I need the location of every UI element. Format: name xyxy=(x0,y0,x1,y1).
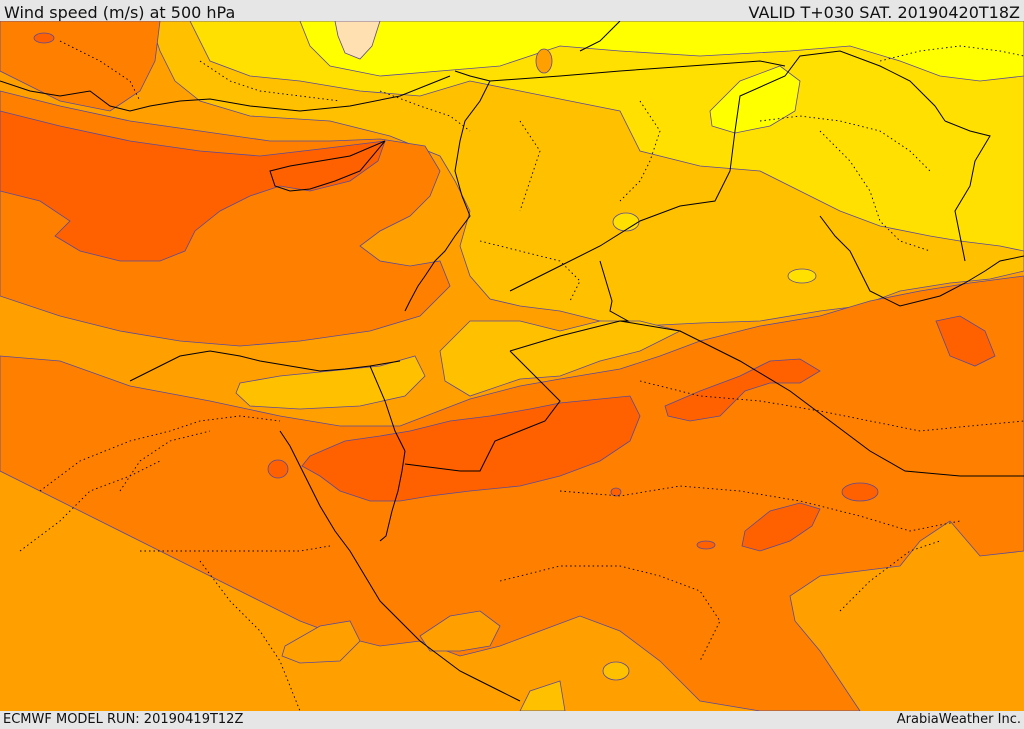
coastline-turkey xyxy=(0,75,451,112)
border-iraq-syria xyxy=(509,50,946,292)
core-dark-orange-south xyxy=(741,502,821,552)
pocket-gold-small xyxy=(602,661,630,681)
patch-bright-yellow-iraq xyxy=(709,65,801,134)
band-gold-egypt xyxy=(235,355,426,410)
border-jordan-saudi xyxy=(404,350,561,472)
border-iraq-saudi xyxy=(619,320,1024,477)
map-header: Wind speed (m/s) at 500 hPa VALID T+030 … xyxy=(0,0,1024,22)
coastline-aqaba xyxy=(379,450,406,542)
valid-time: VALID T+030 SAT. 20190420T18Z xyxy=(748,3,1020,22)
core-dark-orange-sinai xyxy=(301,395,641,502)
pocket-amber-southwest xyxy=(281,620,361,664)
band-bright-yellow-north xyxy=(299,21,1024,82)
wind-speed-map[interactable] xyxy=(0,21,1024,711)
coastline-caspian-area xyxy=(579,21,621,52)
border-turkey-syria xyxy=(489,60,786,82)
pocket-amber-south-central xyxy=(419,610,501,652)
coastline-cyprus xyxy=(269,140,386,192)
pocket-gold-south xyxy=(519,680,566,711)
band-orange-west-top xyxy=(0,21,161,112)
core-dark-orange-small-2 xyxy=(696,540,716,550)
core-dark-orange-east xyxy=(664,358,821,422)
pocket-yellow-levant xyxy=(612,212,640,232)
border-iraq-jordan xyxy=(509,260,630,352)
credit: ArabiaWeather Inc. xyxy=(896,712,1021,727)
coastline-gulf xyxy=(819,215,1024,307)
border-egypt-israel xyxy=(369,365,406,452)
core-dark-orange-mediterranean xyxy=(0,110,386,262)
province-boundaries xyxy=(19,40,1024,711)
core-dark-orange-small-1 xyxy=(841,482,879,502)
coastline-levant xyxy=(404,70,491,312)
coastline-egypt xyxy=(129,350,401,382)
core-dark-orange-small-5 xyxy=(33,32,55,44)
core-dark-orange-small-4 xyxy=(610,487,622,497)
pocket-yellow-syria xyxy=(787,268,817,284)
core-dark-orange-small-3 xyxy=(267,459,289,479)
band-yellow-north xyxy=(189,21,1024,252)
map-title: Wind speed (m/s) at 500 hPa xyxy=(4,3,236,22)
pocket-amber-turkey xyxy=(535,48,553,74)
band-gold-central xyxy=(439,320,682,397)
map-footer: ECMWF MODEL RUN: 20190419T12Z ArabiaWeat… xyxy=(0,711,1024,729)
map-canvas xyxy=(0,21,1024,711)
patch-very-light xyxy=(334,21,381,60)
border-iran xyxy=(944,120,991,262)
core-dark-orange-gulf xyxy=(935,315,996,367)
band-orange-south xyxy=(0,275,1024,711)
model-run: ECMWF MODEL RUN: 20190419T12Z xyxy=(3,712,244,727)
coastline-redsea xyxy=(279,430,521,702)
